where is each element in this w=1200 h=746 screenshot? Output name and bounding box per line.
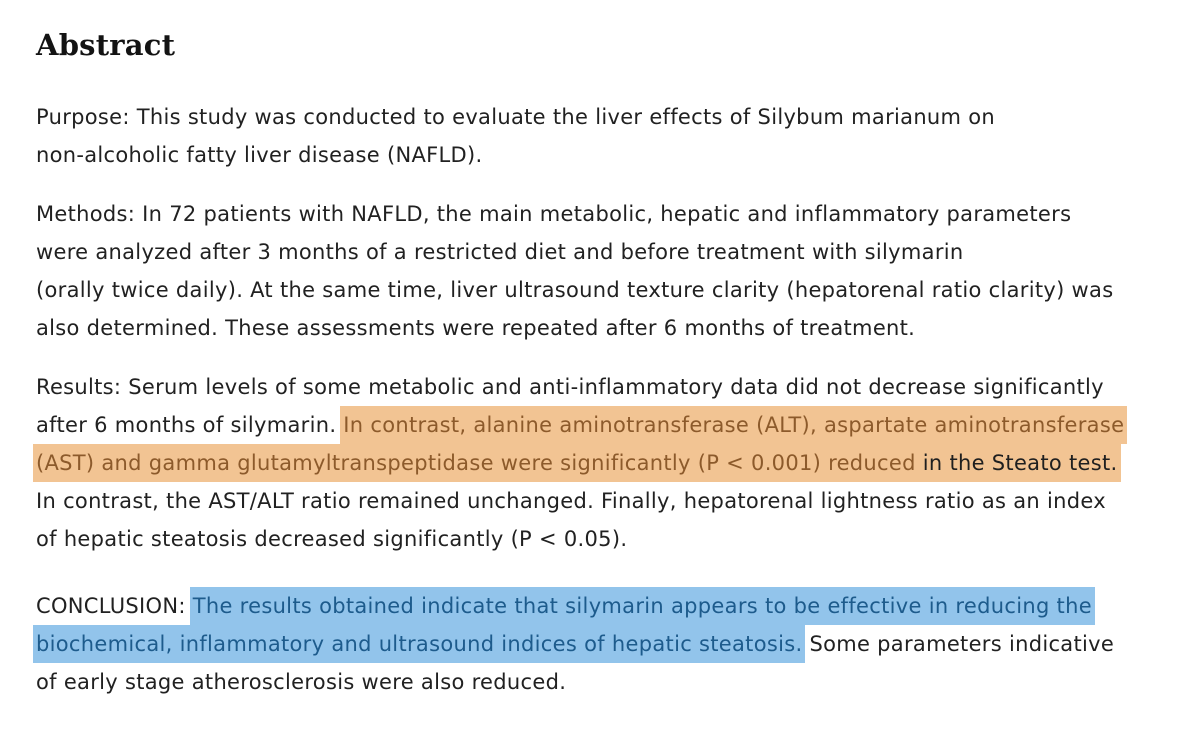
text-line: CONCLUSION: The results obtained indicat…	[36, 587, 1170, 625]
paragraph-purpose: Purpose: This study was conducted to eva…	[36, 98, 1170, 174]
text-line: non-alcoholic fatty liver disease (NAFLD…	[36, 136, 1170, 174]
text-segment: of hepatic steatosis decreased significa…	[36, 527, 628, 551]
text-line: also determined. These assessments were …	[36, 309, 1170, 347]
text-line: Purpose: This study was conducted to eva…	[36, 98, 1170, 136]
paragraph-results: Results: Serum levels of some metabolic …	[33, 368, 1170, 558]
highlight-blue-segment: biochemical, inflammatory and ultrasound…	[33, 625, 806, 663]
text-line: biochemical, inflammatory and ultrasound…	[33, 625, 1170, 663]
highlight-orange-segment: In contrast, alanine aminotransferase (A…	[340, 406, 1128, 444]
text-line: (orally twice daily). At the same time, …	[36, 271, 1170, 309]
text-segment: non-alcoholic fatty liver disease (NAFLD…	[36, 143, 483, 167]
text-line: were analyzed after 3 months of a restri…	[36, 233, 1170, 271]
text-segment: In contrast, the AST/ALT ratio remained …	[36, 489, 1106, 513]
text-segment: Some parameters indicative	[802, 632, 1115, 656]
text-line: Results: Serum levels of some metabolic …	[36, 368, 1170, 406]
text-segment: were analyzed after 3 months of a restri…	[36, 240, 964, 264]
text-line: (AST) and gamma glutamyltranspeptidase w…	[33, 444, 1170, 482]
abstract-body: Purpose: This study was conducted to eva…	[33, 98, 1170, 701]
text-segment: also determined. These assessments were …	[36, 316, 916, 340]
text-segment: Methods: In 72 patients with NAFLD, the …	[36, 202, 1072, 226]
highlight-orange-segment: (AST) and gamma glutamyltranspeptidase w…	[33, 444, 926, 482]
text-line: after 6 months of silymarin. In contrast…	[36, 406, 1170, 444]
text-segment: after 6 months of silymarin.	[36, 413, 344, 437]
text-segment: Purpose: This study was conducted to eva…	[36, 105, 996, 129]
text-segment: CONCLUSION:	[36, 594, 193, 618]
paragraph-methods: Methods: In 72 patients with NAFLD, the …	[36, 195, 1170, 347]
text-segment: (orally twice daily). At the same time, …	[36, 278, 1114, 302]
text-segment: Results: Serum levels of some metabolic …	[36, 375, 1104, 399]
paragraph-conclusion: CONCLUSION: The results obtained indicat…	[33, 587, 1170, 701]
highlight-orange-plain-segment: in the Steato test.	[919, 444, 1121, 482]
text-line: Methods: In 72 patients with NAFLD, the …	[36, 195, 1170, 233]
highlight-blue-segment: The results obtained indicate that silym…	[189, 587, 1095, 625]
text-line: of early stage atherosclerosis were also…	[36, 663, 1170, 701]
text-segment: of early stage atherosclerosis were also…	[36, 670, 567, 694]
abstract-heading: Abstract	[36, 28, 176, 62]
text-line: of hepatic steatosis decreased significa…	[36, 520, 1170, 558]
text-line: In contrast, the AST/ALT ratio remained …	[36, 482, 1170, 520]
